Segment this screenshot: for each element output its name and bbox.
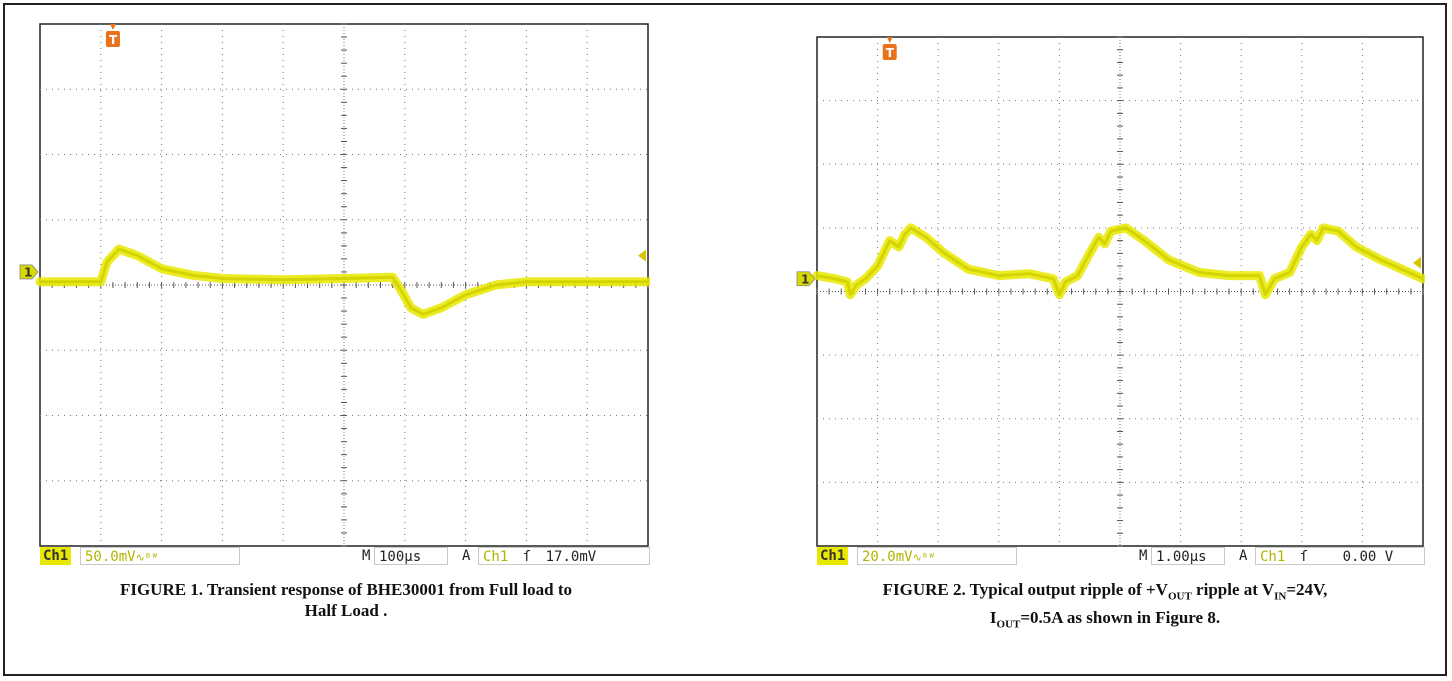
channel-badge: Ch1 bbox=[817, 547, 849, 565]
volts-per-div: 50.0mV∿ᴮᵂ bbox=[80, 547, 240, 565]
status-bar-figure-2: Ch1 20.0mV∿ᴮᵂ M 1.00µs A Ch1 ſ 0.00 V bbox=[817, 547, 1427, 567]
volts-per-div: 20.0mV∿ᴮᵂ bbox=[857, 547, 1017, 565]
page-frame bbox=[3, 3, 1447, 676]
signal-trace-core bbox=[816, 226, 1424, 297]
scope-1-svg: 1T bbox=[19, 23, 650, 547]
trigger-info: Ch1 ſ 0.00 V bbox=[1255, 547, 1425, 565]
svg-text:T: T bbox=[886, 46, 895, 60]
trigger-level-icon bbox=[638, 249, 646, 262]
trigger-slope-icon: ſ bbox=[1299, 549, 1309, 565]
a-label: A bbox=[462, 548, 471, 564]
trigger-level-icon bbox=[1413, 256, 1421, 269]
svg-text:1: 1 bbox=[24, 265, 32, 279]
time-per-div: 1.00µs bbox=[1151, 547, 1225, 565]
trigger-slope-icon: ſ bbox=[522, 549, 532, 565]
caption-figure-1: FIGURE 1. Transient response of BHE30001… bbox=[119, 580, 573, 620]
signal-trace-core bbox=[40, 247, 648, 316]
m-label: M bbox=[362, 548, 371, 564]
a-label: A bbox=[1239, 548, 1248, 564]
ch1-ground-marker: 1 bbox=[19, 264, 39, 279]
bandwidth-icon: ∿ᴮᵂ bbox=[135, 551, 159, 564]
svg-text:T: T bbox=[109, 33, 118, 47]
time-per-div: 100µs bbox=[374, 547, 448, 565]
trigger-position-marker: T bbox=[882, 37, 897, 60]
m-label: M bbox=[1139, 548, 1148, 564]
channel-badge: Ch1 bbox=[40, 547, 72, 565]
bandwidth-icon: ∿ᴮᵂ bbox=[912, 551, 936, 564]
status-bar-figure-1: Ch1 50.0mV∿ᴮᵂ M 100µs A Ch1 ſ 17.0mV bbox=[40, 547, 652, 567]
svg-text:1: 1 bbox=[801, 272, 809, 286]
scope-2-svg: 1T bbox=[796, 36, 1425, 547]
trigger-info: Ch1 ſ 17.0mV bbox=[478, 547, 650, 565]
ch1-ground-marker: 1 bbox=[796, 271, 816, 286]
caption-figure-2: FIGURE 2. Typical output ripple of +VOUT… bbox=[882, 580, 1328, 631]
trigger-position-marker: T bbox=[105, 24, 120, 47]
